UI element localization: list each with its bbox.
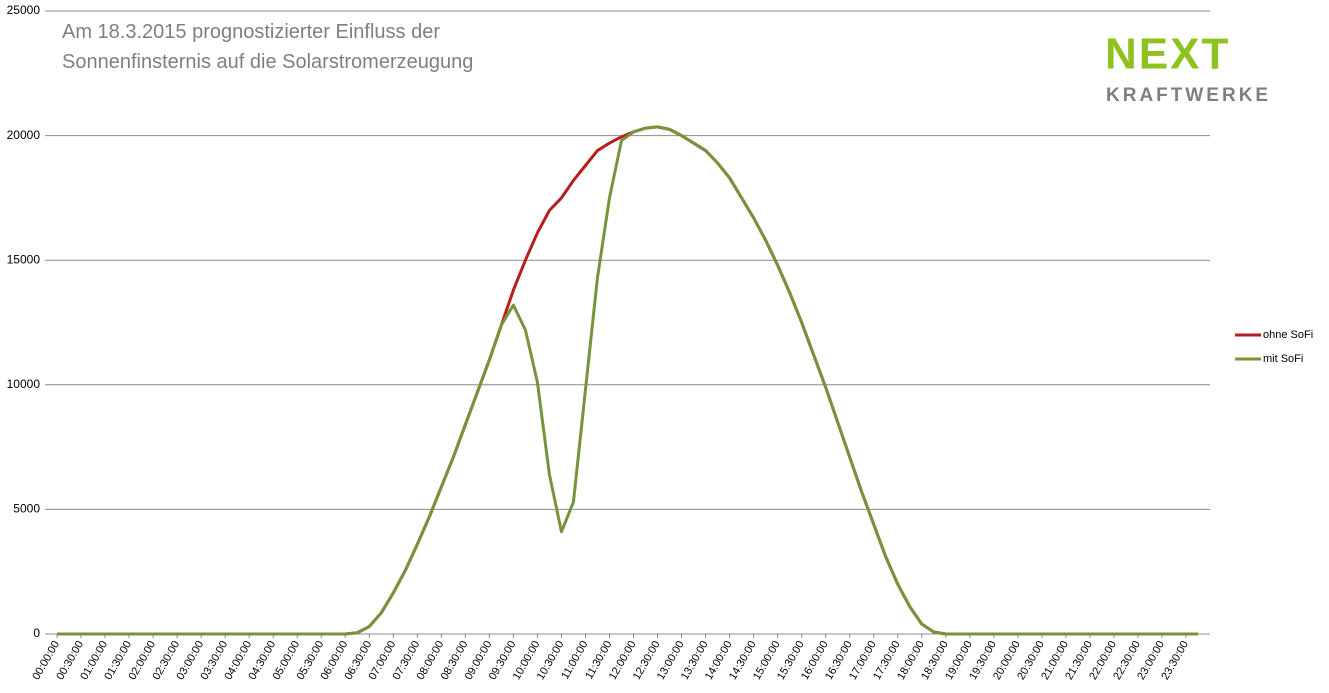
logo-name: NEXT [1105,30,1230,79]
chart-title: Sonnenfinsternis auf die Solarstromerzeu… [62,51,473,73]
line [57,125,1198,636]
chart-title: Am 18.3.2015 prognostizierter Einfluss d… [62,21,440,43]
y-tick-label: 5000 [13,502,40,516]
y-tick-label: 25000 [7,3,41,17]
line [57,125,1198,636]
y-tick-label: 20000 [7,128,41,142]
legend-label: mit SoFi [1263,353,1303,365]
legend-label: ohne SoFi [1263,329,1313,341]
y-tick-label: 0 [33,626,40,640]
logo-sub: KRAFTWERKE [1106,85,1271,106]
y-tick-label: 15000 [7,252,41,266]
y-tick-label: 10000 [7,377,41,391]
